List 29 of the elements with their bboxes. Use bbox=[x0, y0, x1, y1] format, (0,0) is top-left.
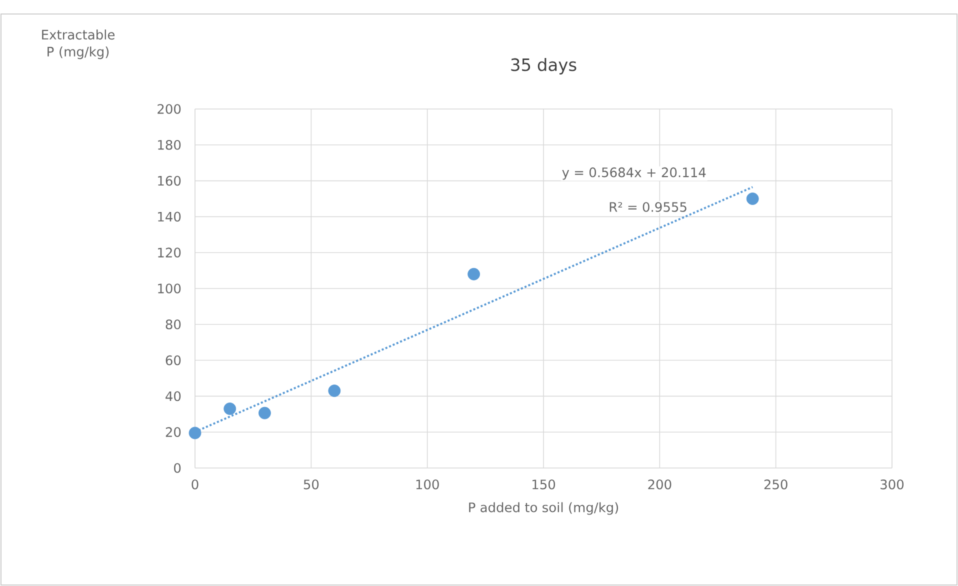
y-tick-label: 40 bbox=[166, 391, 181, 402]
annotation: y = 0.5684x + 20.114 bbox=[562, 167, 706, 180]
y-tick-label: 60 bbox=[166, 355, 181, 366]
x-tick-label: 0 bbox=[192, 480, 198, 490]
y-tick-label: 80 bbox=[166, 319, 181, 330]
x-tick-label: 250 bbox=[764, 480, 788, 490]
y-tick-label: 140 bbox=[158, 212, 181, 222]
x-tick-label: 50 bbox=[304, 480, 319, 490]
y-tick-label: 20 bbox=[166, 427, 181, 438]
x-tick-label: 200 bbox=[648, 480, 672, 490]
annotation: R² = 0.9555 bbox=[610, 202, 686, 212]
x-tick-label: 300 bbox=[880, 480, 904, 490]
y-tick-label: 200 bbox=[158, 104, 181, 114]
y-tick-label: 180 bbox=[158, 140, 181, 150]
point bbox=[188, 426, 202, 440]
y-tick-label: 160 bbox=[158, 176, 181, 186]
point bbox=[224, 402, 236, 415]
y-tick-label: 120 bbox=[158, 248, 181, 258]
x-tick-label: 150 bbox=[532, 480, 556, 490]
point bbox=[258, 406, 271, 420]
y-tick-label: 100 bbox=[158, 284, 181, 294]
y-axis-title: Extractable P (mg/kg) bbox=[42, 30, 115, 60]
y-tick-label: 0 bbox=[174, 463, 181, 473]
chart-title: 35 days bbox=[511, 58, 576, 74]
point bbox=[746, 192, 759, 205]
x-tick-label: 100 bbox=[416, 480, 439, 490]
x-axis-title: P added to soil (mg/kg) bbox=[469, 502, 618, 515]
point bbox=[328, 384, 341, 398]
point bbox=[468, 268, 480, 280]
